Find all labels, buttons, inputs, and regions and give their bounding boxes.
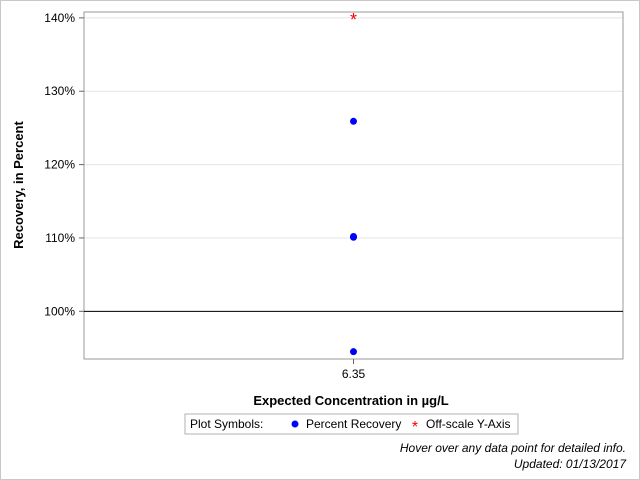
legend-box — [184, 413, 519, 435]
x-tick-label-6.35: 6.35 — [342, 367, 366, 381]
y-tick-label-130: 130% — [44, 84, 75, 98]
legend-label-off-scale: Off-scale Y-Axis — [426, 417, 510, 431]
plot-area — [83, 11, 624, 360]
recovery-point-0[interactable] — [350, 117, 357, 125]
legend-title: Plot Symbols: — [190, 417, 263, 431]
legend: Plot Symbols: Percent Recovery * Off-sca… — [184, 413, 519, 436]
recovery-point-3[interactable] — [350, 348, 357, 356]
data-points: * — [350, 10, 357, 356]
legend-symbol-off-scale: * — [412, 419, 418, 436]
updated-date: Updated: 01/13/2017 — [514, 457, 627, 471]
y-tick-label-140: 140% — [44, 11, 75, 25]
hover-note: Hover over any data point for detailed i… — [400, 441, 626, 455]
gridlines — [84, 17, 623, 312]
y-tick-label-100: 100% — [44, 304, 75, 318]
legend-symbol-percent-recovery — [291, 420, 299, 428]
y-axis-ticks: 100% 110% 120% 130% 140% — [44, 11, 84, 318]
recovery-point-2[interactable] — [350, 233, 357, 241]
y-tick-label-120: 120% — [44, 158, 75, 172]
y-axis-title: Recovery, in Percent — [11, 121, 26, 249]
y-tick-label-110: 110% — [45, 231, 75, 245]
off-scale-point-0[interactable]: * — [350, 10, 357, 30]
x-axis-ticks: 6.35 — [342, 359, 366, 381]
legend-label-percent-recovery: Percent Recovery — [306, 417, 401, 431]
x-axis-title: Expected Concentration in µg/L — [253, 393, 448, 408]
